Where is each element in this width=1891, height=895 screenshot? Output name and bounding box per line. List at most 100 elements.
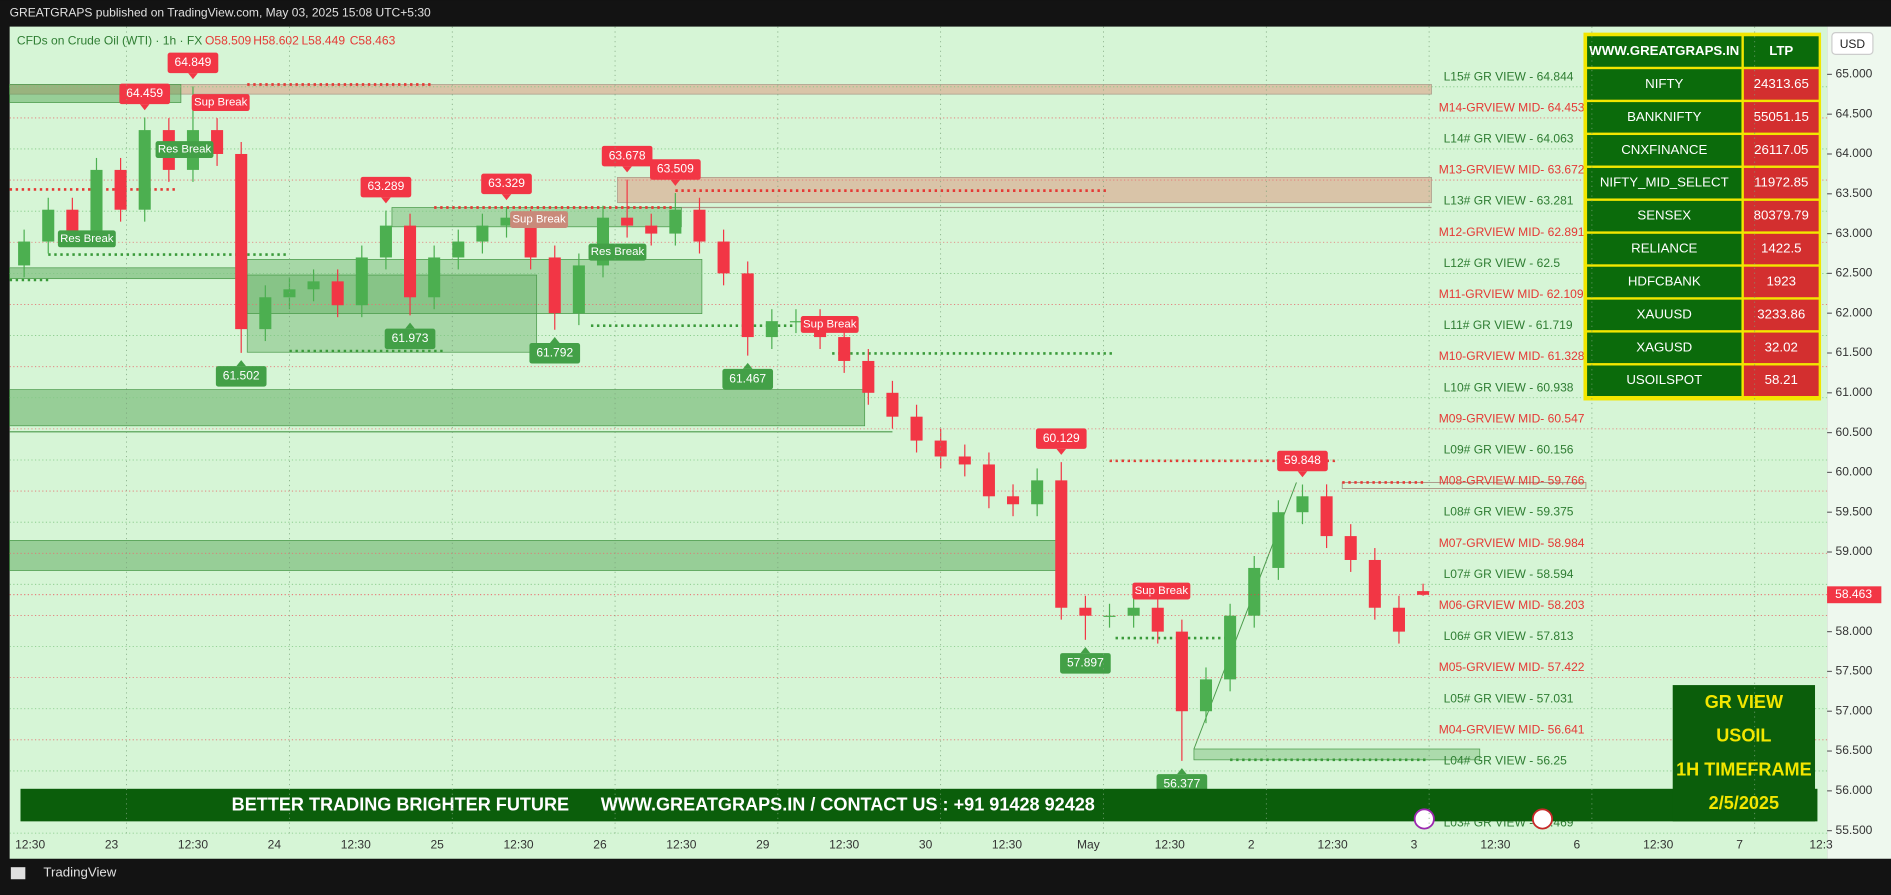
level-label: L09# GR VIEW - 60.156	[1444, 443, 1574, 457]
low-callout	[1060, 653, 1111, 674]
x-tick-label: 12:30	[666, 838, 696, 852]
y-tick-label: 56.000	[1836, 783, 1873, 797]
table-text: RELIANCE	[1631, 241, 1697, 256]
y-tick-label: 60.500	[1836, 425, 1873, 439]
candle-body	[1392, 607, 1405, 632]
low-label: 56.377	[1163, 777, 1200, 791]
x-tick-label: 12:30	[178, 838, 208, 852]
low-label: 61.792	[536, 345, 573, 359]
high-label: 63.329	[488, 176, 525, 190]
table-cell	[1587, 332, 1742, 364]
table-cell	[1743, 200, 1819, 232]
candle-body	[765, 321, 778, 338]
x-tick-label: 6	[1573, 838, 1580, 852]
high-label: 59.848	[1284, 453, 1321, 467]
support-zone	[9, 539, 1062, 571]
candle-body	[379, 225, 392, 258]
x-tick-label: 12:30	[503, 838, 533, 852]
table-text: 80379.79	[1754, 208, 1809, 223]
table-cell	[1587, 69, 1742, 100]
level-label: M11-GRVIEW MID- 62.109	[1439, 287, 1584, 301]
break-box	[1132, 582, 1191, 600]
low-callout	[215, 366, 267, 387]
candle-body	[90, 169, 103, 234]
candle-body	[717, 241, 730, 274]
x-tick-label: 29	[756, 838, 770, 852]
candle-body	[114, 169, 127, 210]
level-label: M05-GRVIEW MID- 57.422	[1439, 660, 1585, 674]
high-label: 60.129	[1043, 431, 1080, 445]
banner-contact: WWW.GREATGRAPS.IN / CONTACT US : +91 914…	[601, 794, 1095, 814]
table-text: 1923	[1767, 273, 1796, 288]
low-label: 57.897	[1067, 656, 1104, 670]
ohlc-value: L58.449	[301, 33, 345, 47]
ohlc-value: C58.463	[350, 33, 396, 47]
x-tick-label: 3	[1411, 838, 1418, 852]
break-box	[800, 316, 859, 333]
candle-body	[211, 130, 224, 154]
candle-body	[982, 464, 995, 497]
event-icon[interactable]	[1413, 808, 1435, 830]
table-text: XAUUSD	[1637, 306, 1692, 321]
plot-bg	[9, 26, 1828, 859]
callout-pointer	[742, 362, 753, 369]
x-tick-label: 12:30	[1480, 838, 1510, 852]
break-label: Res Break	[158, 144, 212, 156]
table-text: NIFTY_MID_SELECT	[1600, 175, 1729, 190]
level-label: L05# GR VIEW - 57.031	[1444, 691, 1574, 705]
support-zone	[246, 259, 703, 314]
candle-body	[910, 416, 923, 441]
table-text: 1422.5	[1761, 241, 1802, 256]
low-label: 61.467	[729, 371, 766, 385]
break-label: Sup Break	[194, 97, 248, 109]
table-text: NIFTY	[1645, 76, 1683, 91]
ohlc-value: O58.509	[205, 33, 252, 47]
x-tick-label: 12:30	[341, 838, 371, 852]
candle-body	[1224, 615, 1237, 680]
table-text: XAGUSD	[1636, 339, 1692, 354]
level-label: L10# GR VIEW - 60.938	[1444, 380, 1574, 394]
table-text: CNXFINANCE	[1621, 142, 1707, 157]
x-tick-label: 25	[430, 838, 444, 852]
table-text: WWW.GREATGRAPS.IN	[1589, 43, 1739, 58]
currency-box[interactable]	[1831, 32, 1874, 55]
candle-body	[476, 225, 489, 242]
badge	[1672, 685, 1816, 822]
candle-body	[1368, 559, 1381, 608]
table-text: USOILSPOT	[1626, 372, 1702, 387]
high-label: 64.459	[126, 86, 163, 100]
candle-body	[789, 321, 802, 323]
table-text: 55051.15	[1754, 109, 1809, 124]
table-cell	[1587, 36, 1742, 67]
low-label: 61.502	[223, 369, 260, 383]
candle-body	[862, 360, 875, 393]
level-label: L07# GR VIEW - 58.594	[1444, 567, 1574, 581]
table-text: 11972.85	[1754, 175, 1808, 190]
flag-icon[interactable]	[1531, 808, 1554, 830]
tv-logo	[10, 867, 26, 880]
table-cell	[1743, 332, 1819, 364]
candle-body	[1272, 512, 1285, 568]
x-tick-label: 2	[1248, 838, 1255, 852]
y-tick-label: 64.000	[1836, 146, 1873, 160]
callout-pointer	[1056, 448, 1067, 455]
x-tick-label: May	[1077, 838, 1100, 852]
break-label: Res Break	[60, 233, 114, 245]
y-tick-label: 57.000	[1836, 703, 1873, 717]
y-tick-label: 59.500	[1836, 504, 1873, 518]
table-text: 3233.86	[1757, 306, 1805, 321]
candle-body	[1079, 607, 1092, 616]
high-callout	[1277, 450, 1328, 472]
table-text: BANKNIFTY	[1627, 109, 1702, 124]
level-label: L11# GR VIEW - 61.719	[1444, 318, 1573, 332]
y-tick-label: 63.000	[1836, 226, 1873, 240]
candles	[18, 86, 1430, 761]
level-label: M09-GRVIEW MID- 60.547	[1439, 411, 1585, 425]
candle-body	[1007, 496, 1020, 505]
candle-body	[1055, 480, 1068, 608]
high-label: 64.849	[175, 55, 212, 69]
candle-body	[283, 289, 296, 298]
high-label: 63.289	[367, 179, 404, 193]
candle-body	[66, 209, 79, 234]
y-tick-label: 65.000	[1836, 67, 1873, 81]
